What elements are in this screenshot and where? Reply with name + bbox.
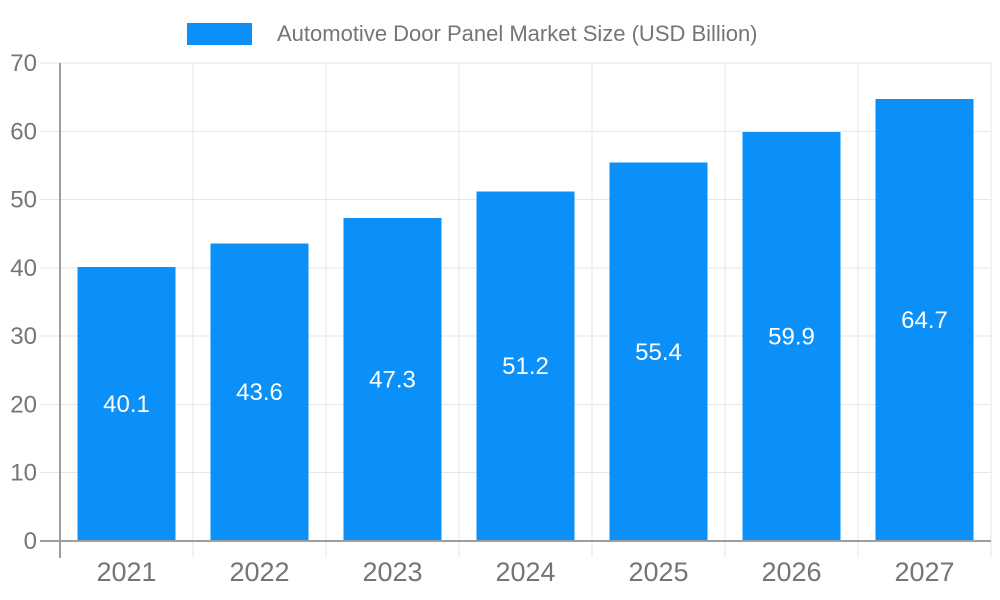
bar-2021	[77, 267, 176, 541]
bar-2027	[875, 99, 974, 541]
bar-2024	[476, 191, 575, 541]
xaxis-label-2024: 2024	[495, 557, 555, 587]
chart-legend: Automotive Door Panel Market Size (USD B…	[187, 23, 758, 45]
bar-2023	[343, 218, 442, 541]
xaxis-label-2023: 2023	[362, 557, 422, 587]
bar-value-label-2025: 55.4	[635, 339, 682, 366]
bar-2022	[210, 243, 309, 541]
yaxis-label-0: 0	[24, 528, 37, 555]
legend-label: Automotive Door Panel Market Size (USD B…	[277, 21, 758, 46]
yaxis-label-70: 70	[10, 50, 37, 77]
bar-value-label-2022: 43.6	[236, 379, 283, 406]
bar-value-label-2023: 47.3	[369, 367, 416, 394]
xaxis-label-2026: 2026	[761, 557, 821, 587]
legend-swatch	[187, 23, 252, 45]
xaxis-label-2022: 2022	[229, 557, 289, 587]
bar-value-label-2024: 51.2	[502, 353, 549, 380]
bar-value-label-2021: 40.1	[103, 391, 150, 418]
xaxis-label-2027: 2027	[894, 557, 954, 587]
yaxis-label-20: 20	[10, 391, 37, 418]
bar-value-label-2027: 64.7	[901, 307, 948, 334]
bar-value-label-2026: 59.9	[768, 323, 815, 350]
xaxis-label-2021: 2021	[96, 557, 156, 587]
yaxis-label-50: 50	[10, 187, 37, 214]
yaxis-label-10: 10	[10, 460, 37, 487]
yaxis-label-60: 60	[10, 118, 37, 145]
xaxis-label-2025: 2025	[628, 557, 688, 587]
yaxis-label-30: 30	[10, 323, 37, 350]
yaxis-label-40: 40	[10, 255, 37, 282]
bar-2025	[609, 162, 708, 541]
bar-2026	[742, 131, 841, 541]
